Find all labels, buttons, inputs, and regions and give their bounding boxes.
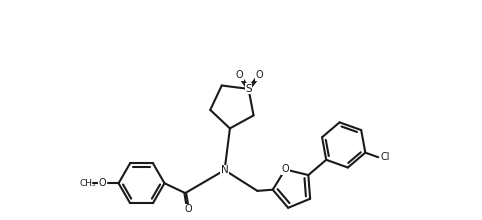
Text: O: O bbox=[281, 165, 289, 174]
Text: N: N bbox=[221, 165, 228, 175]
Text: O: O bbox=[99, 178, 107, 188]
Text: O: O bbox=[255, 70, 263, 80]
Text: O: O bbox=[184, 204, 192, 214]
Text: CH₃: CH₃ bbox=[79, 179, 96, 188]
Text: O: O bbox=[235, 70, 243, 80]
Text: Cl: Cl bbox=[380, 152, 390, 162]
Text: S: S bbox=[245, 84, 252, 94]
